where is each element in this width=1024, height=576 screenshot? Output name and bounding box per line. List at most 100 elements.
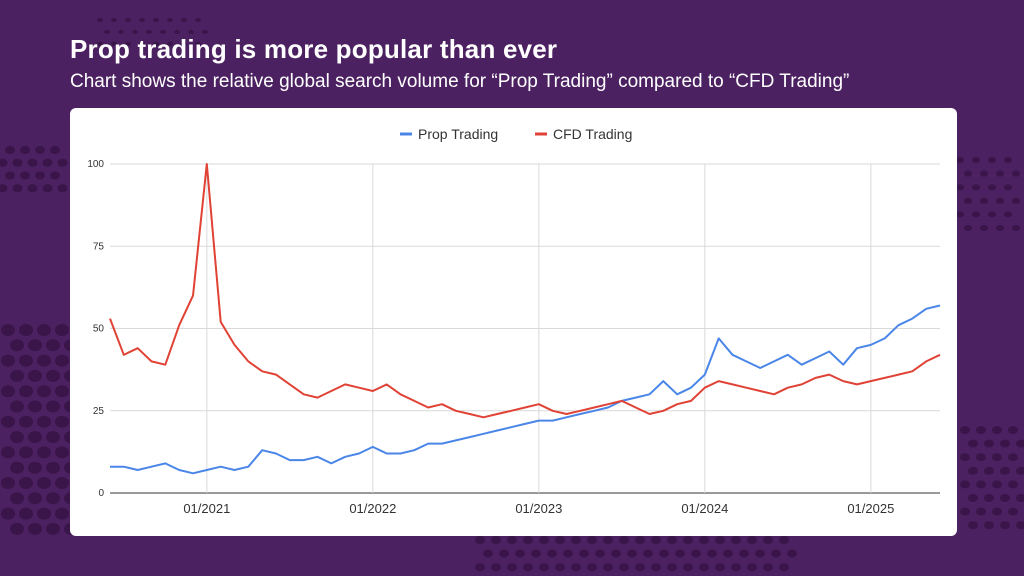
bg-dot (988, 184, 996, 191)
bg-dot (491, 536, 501, 544)
bg-dot (515, 549, 525, 558)
bg-dot (125, 18, 131, 22)
bg-dot (118, 29, 124, 34)
bg-dot (28, 339, 42, 352)
bg-dot (28, 431, 42, 444)
bg-dot (1, 477, 15, 489)
bg-dot (1004, 157, 1012, 163)
bg-dot (20, 171, 30, 180)
bg-dot (27, 158, 38, 167)
bg-dot (739, 549, 749, 558)
y-tick-label: 50 (93, 324, 105, 335)
bg-dot (956, 184, 964, 191)
bg-dot (10, 522, 24, 535)
bg-dot (153, 41, 159, 46)
bg-dot (523, 563, 533, 572)
bg-dot (603, 536, 613, 544)
bg-dot (531, 549, 541, 558)
bg-dot (976, 480, 986, 489)
bg-dot (111, 18, 117, 22)
bg-dot (1, 507, 15, 520)
legend-label-prop: Prop Trading (418, 126, 498, 142)
bg-dot (968, 521, 978, 530)
x-tick-label: 01/2022 (349, 501, 396, 516)
bg-dot (988, 157, 996, 163)
bg-dot (635, 536, 645, 544)
bg-dot (104, 29, 110, 34)
bg-dot (731, 563, 741, 572)
bg-dot (763, 536, 773, 544)
bg-dot (964, 225, 972, 231)
bg-dot (571, 536, 581, 544)
x-tick-label: 01/2024 (681, 501, 728, 516)
bg-dot (46, 492, 60, 505)
bg-dot (10, 400, 24, 413)
bg-dot (491, 563, 501, 572)
bg-dot (960, 453, 970, 462)
bg-dot (167, 41, 173, 46)
bg-dot (28, 492, 42, 505)
bg-dot (55, 446, 69, 459)
bg-dot (1, 446, 15, 459)
bg-dot (19, 477, 33, 489)
bg-dot (603, 563, 613, 572)
bg-dot (10, 492, 24, 505)
bg-dot (37, 477, 51, 489)
bg-dot (1, 354, 15, 367)
bg-dot (483, 549, 493, 558)
bg-dot (28, 522, 42, 535)
bg-dot (46, 461, 60, 474)
y-tick-label: 100 (87, 159, 104, 170)
bg-dot (57, 158, 68, 167)
bg-dot (579, 549, 589, 558)
y-tick-label: 25 (93, 406, 105, 417)
bg-dot (779, 536, 789, 544)
bg-dot (1004, 211, 1012, 218)
series-lines (109, 163, 941, 475)
bg-dot (571, 563, 581, 572)
bg-dot (651, 536, 661, 544)
bg-dot (5, 146, 15, 154)
bg-dot (984, 439, 994, 448)
bg-dot (1000, 521, 1010, 530)
y-tick-label: 0 (98, 488, 104, 499)
bg-dot (683, 536, 693, 544)
bg-dot (715, 536, 725, 544)
bg-dot (46, 400, 60, 413)
bg-dot (699, 563, 709, 572)
bg-dot (10, 339, 24, 352)
bg-dot (763, 563, 773, 572)
bg-dot (555, 536, 565, 544)
bg-dot (46, 522, 60, 535)
bg-dot (1016, 439, 1024, 448)
bg-dot (771, 549, 781, 558)
bg-dot (956, 211, 964, 218)
bg-dot (55, 507, 69, 520)
bg-dot (35, 146, 45, 154)
bg-dot (563, 549, 573, 558)
bg-dot (19, 446, 33, 459)
bg-dot (475, 563, 485, 572)
bg-dot (984, 494, 994, 502)
bg-dot (972, 184, 980, 191)
bg-dot (139, 41, 145, 46)
bg-dot (28, 400, 42, 413)
bg-dot (28, 369, 42, 382)
bg-dot (996, 197, 1004, 204)
bg-dot (50, 171, 60, 180)
bg-dot (1000, 494, 1010, 502)
bg-dot (715, 563, 725, 572)
bg-dot (731, 536, 741, 544)
bg-dot (55, 324, 69, 336)
bg-dot (779, 563, 789, 572)
bg-dot (125, 41, 131, 46)
bg-dot (996, 225, 1004, 231)
bg-dot (0, 158, 8, 167)
bg-dot (699, 536, 709, 544)
page-title: Prop trading is more popular than ever (70, 34, 558, 64)
bg-dot (50, 146, 60, 154)
bg-dot (19, 354, 33, 367)
bg-dot (0, 184, 8, 193)
bg-dot (10, 431, 24, 444)
